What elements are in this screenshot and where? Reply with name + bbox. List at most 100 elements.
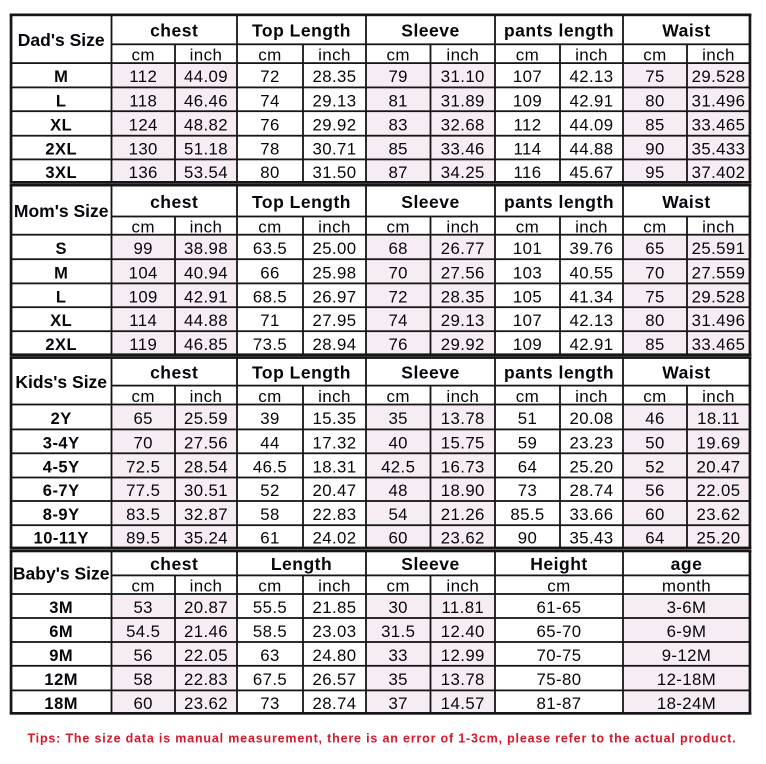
svg-text:70: 70 (645, 263, 664, 282)
svg-text:18M: 18M (44, 695, 78, 713)
svg-text:21.46: 21.46 (184, 622, 228, 641)
svg-text:cm: cm (643, 46, 666, 65)
svg-text:23.03: 23.03 (313, 622, 357, 641)
svg-text:inch: inch (190, 387, 223, 406)
svg-text:70: 70 (388, 263, 407, 282)
svg-text:39.76: 39.76 (570, 239, 614, 258)
svg-text:72: 72 (388, 287, 407, 306)
svg-text:27.56: 27.56 (441, 263, 485, 282)
svg-text:13.78: 13.78 (441, 409, 485, 428)
svg-text:3M: 3M (49, 599, 73, 617)
svg-text:27.559: 27.559 (692, 263, 746, 282)
svg-text:77.5: 77.5 (126, 481, 160, 500)
svg-text:83: 83 (388, 115, 407, 134)
svg-text:25.98: 25.98 (313, 263, 357, 282)
svg-text:XL: XL (50, 312, 72, 330)
svg-text:Waist: Waist (662, 21, 711, 41)
svg-text:cm: cm (131, 387, 154, 406)
svg-text:65: 65 (133, 409, 152, 428)
svg-text:130: 130 (129, 140, 158, 159)
svg-text:39: 39 (260, 409, 279, 428)
svg-text:85: 85 (645, 335, 664, 354)
svg-text:Waist: Waist (662, 363, 711, 383)
svg-text:21.26: 21.26 (441, 505, 485, 524)
svg-text:25.20: 25.20 (697, 529, 741, 548)
svg-text:12-18M: 12-18M (657, 670, 716, 689)
svg-text:60: 60 (388, 529, 407, 548)
svg-text:58: 58 (133, 670, 152, 689)
svg-text:13.78: 13.78 (441, 670, 485, 689)
svg-text:6-7Y: 6-7Y (43, 482, 80, 500)
svg-text:27.95: 27.95 (313, 311, 357, 330)
svg-text:inch: inch (446, 46, 479, 65)
svg-text:inch: inch (702, 46, 735, 65)
svg-text:cm: cm (516, 387, 539, 406)
svg-text:Sleeve: Sleeve (401, 554, 459, 574)
svg-text:63.5: 63.5 (253, 239, 287, 258)
svg-text:32.87: 32.87 (184, 505, 228, 524)
svg-text:Height: Height (530, 554, 587, 574)
svg-text:79: 79 (388, 67, 407, 86)
svg-text:46.85: 46.85 (184, 335, 228, 354)
svg-text:pants length: pants length (504, 363, 614, 383)
svg-text:55.5: 55.5 (253, 598, 287, 617)
svg-text:3-4Y: 3-4Y (43, 434, 80, 452)
svg-text:112: 112 (514, 115, 542, 134)
svg-text:83.5: 83.5 (126, 505, 160, 524)
svg-text:28.74: 28.74 (313, 694, 357, 713)
svg-text:46.46: 46.46 (184, 91, 228, 110)
svg-text:Mom's Size: Mom's Size (14, 201, 109, 221)
svg-text:35: 35 (388, 670, 407, 689)
svg-text:107: 107 (513, 67, 542, 86)
svg-text:54.5: 54.5 (126, 622, 160, 641)
svg-text:cm: cm (131, 46, 154, 65)
svg-text:42.13: 42.13 (570, 67, 614, 86)
svg-text:68.5: 68.5 (253, 287, 287, 306)
svg-text:6-9M: 6-9M (667, 622, 707, 641)
svg-text:112: 112 (129, 67, 157, 86)
svg-text:33.465: 33.465 (692, 115, 746, 134)
svg-text:10-11Y: 10-11Y (34, 530, 89, 548)
svg-text:80: 80 (260, 163, 279, 182)
svg-text:16.73: 16.73 (441, 457, 485, 476)
svg-text:M: M (54, 264, 68, 282)
svg-text:46.5: 46.5 (253, 457, 287, 476)
svg-text:cm: cm (131, 577, 154, 596)
svg-text:35.43: 35.43 (570, 529, 614, 548)
svg-text:Top Length: Top Length (252, 21, 351, 41)
svg-text:81: 81 (388, 91, 407, 110)
svg-text:Top Length: Top Length (252, 363, 351, 383)
svg-text:28.54: 28.54 (184, 457, 228, 476)
svg-text:119: 119 (129, 335, 157, 354)
svg-text:8-9Y: 8-9Y (43, 506, 80, 524)
svg-text:35.433: 35.433 (692, 140, 746, 159)
svg-text:42.5: 42.5 (381, 457, 415, 476)
svg-text:23.23: 23.23 (570, 433, 614, 452)
svg-text:44.88: 44.88 (570, 140, 614, 159)
svg-text:19.69: 19.69 (697, 433, 741, 452)
svg-text:80: 80 (645, 91, 664, 110)
svg-text:cm: cm (386, 218, 409, 237)
svg-text:cm: cm (131, 218, 154, 237)
svg-text:81-87: 81-87 (537, 694, 582, 713)
svg-text:Waist: Waist (662, 192, 711, 212)
svg-text:26.97: 26.97 (313, 287, 357, 306)
svg-text:114: 114 (129, 311, 157, 330)
svg-text:95: 95 (645, 163, 664, 182)
svg-text:70-75: 70-75 (537, 646, 582, 665)
svg-text:44: 44 (260, 433, 279, 452)
svg-text:6M: 6M (49, 623, 73, 641)
svg-text:61: 61 (260, 529, 279, 548)
svg-text:17.32: 17.32 (313, 433, 357, 452)
svg-text:chest: chest (150, 554, 198, 574)
svg-text:80: 80 (645, 311, 664, 330)
svg-text:59: 59 (518, 433, 537, 452)
svg-text:21.85: 21.85 (313, 598, 357, 617)
svg-text:53: 53 (133, 598, 152, 617)
svg-text:109: 109 (129, 287, 158, 306)
svg-text:S: S (55, 240, 67, 258)
svg-text:29.92: 29.92 (313, 115, 357, 134)
svg-text:inch: inch (446, 577, 479, 596)
svg-text:cm: cm (516, 46, 539, 65)
svg-text:23.62: 23.62 (441, 529, 485, 548)
